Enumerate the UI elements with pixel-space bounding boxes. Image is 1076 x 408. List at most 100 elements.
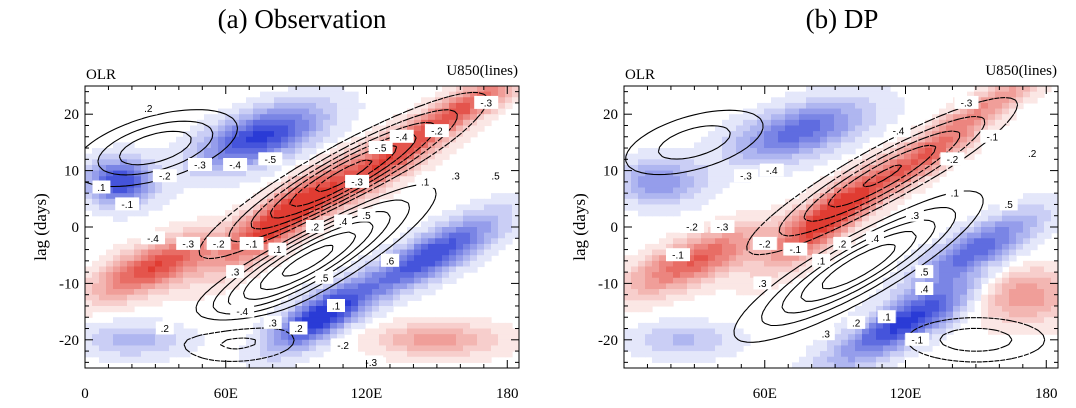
olr-cell bbox=[631, 305, 639, 313]
olr-cell bbox=[148, 148, 156, 155]
olr-cell bbox=[743, 289, 751, 296]
olr-cell bbox=[890, 102, 898, 110]
olr-cell bbox=[127, 176, 135, 183]
olr-cell bbox=[435, 283, 443, 290]
olr-cell bbox=[848, 131, 856, 138]
olr-cell bbox=[477, 91, 485, 98]
olr-cell bbox=[820, 198, 828, 206]
olr-cell bbox=[477, 86, 485, 93]
olr-cell bbox=[904, 328, 912, 335]
olr-cell bbox=[967, 260, 975, 268]
olr-cell bbox=[456, 142, 464, 149]
olr-cell bbox=[659, 339, 667, 347]
olr-cell bbox=[932, 272, 940, 279]
olr-cell bbox=[162, 351, 170, 358]
olr-cell bbox=[631, 283, 639, 290]
olr-cell bbox=[799, 255, 807, 262]
olr-cell bbox=[939, 164, 947, 172]
olr-cell bbox=[890, 164, 898, 172]
olr-cell bbox=[428, 272, 436, 279]
olr-cell bbox=[316, 142, 324, 149]
olr-cell bbox=[890, 198, 898, 206]
olr-cell bbox=[316, 311, 324, 318]
olr-cell bbox=[197, 255, 205, 262]
olr-cell bbox=[1023, 198, 1031, 206]
olr-cell bbox=[890, 334, 898, 341]
olr-cell bbox=[1009, 221, 1017, 228]
olr-cell bbox=[407, 334, 415, 341]
olr-cell bbox=[792, 164, 800, 172]
olr-cell bbox=[911, 170, 919, 177]
olr-cell bbox=[736, 334, 744, 341]
olr-cell bbox=[687, 204, 695, 211]
olr-cell bbox=[92, 283, 100, 290]
olr-cell bbox=[176, 322, 184, 330]
olr-cell bbox=[498, 193, 506, 200]
olr-cell bbox=[351, 210, 359, 217]
olr-cell bbox=[799, 193, 807, 200]
olr-cell bbox=[645, 255, 653, 262]
olr-cell bbox=[141, 266, 149, 273]
olr-cell bbox=[806, 210, 814, 217]
olr-cell bbox=[806, 187, 814, 194]
olr-cell bbox=[358, 300, 366, 307]
olr-cell bbox=[904, 300, 912, 307]
olr-cell bbox=[288, 334, 296, 341]
contour-label-box bbox=[206, 236, 231, 250]
olr-cell bbox=[330, 277, 338, 284]
olr-cell bbox=[176, 181, 184, 189]
olr-cell bbox=[960, 221, 968, 228]
olr-cell bbox=[92, 351, 100, 358]
olr-cell bbox=[267, 136, 275, 143]
olr-cell bbox=[792, 97, 800, 104]
olr-cell bbox=[99, 328, 107, 335]
olr-cell bbox=[1037, 328, 1045, 335]
olr-cell bbox=[897, 289, 905, 296]
olr-cell bbox=[848, 125, 856, 132]
contour-label-box bbox=[115, 197, 140, 211]
olr-cell bbox=[477, 243, 485, 251]
olr-cell bbox=[92, 164, 100, 172]
olr-cell bbox=[820, 221, 828, 228]
olr-cell bbox=[946, 249, 954, 256]
y-tick-label: -20 bbox=[598, 333, 618, 349]
olr-cell bbox=[295, 356, 303, 363]
olr-cell bbox=[729, 170, 737, 177]
olr-cell bbox=[225, 108, 233, 115]
contour-label: -.2 bbox=[680, 220, 704, 234]
olr-cell bbox=[295, 351, 303, 358]
olr-cell bbox=[302, 114, 310, 121]
olr-cell bbox=[99, 159, 107, 166]
olr-cell bbox=[449, 91, 457, 98]
olr-cell bbox=[722, 272, 730, 279]
olr-cell bbox=[855, 131, 863, 138]
olr-cell bbox=[330, 114, 338, 121]
olr-cell bbox=[757, 102, 765, 110]
olr-cell bbox=[204, 266, 212, 273]
olr-cell bbox=[274, 255, 282, 262]
olr-cell bbox=[848, 148, 856, 155]
olr-cell bbox=[631, 204, 639, 211]
olr-cell bbox=[92, 159, 100, 166]
olr-cell bbox=[386, 193, 394, 200]
olr-cell bbox=[708, 238, 716, 245]
olr-cell bbox=[386, 176, 394, 183]
olr-cell bbox=[673, 317, 681, 324]
olr-cell bbox=[1044, 317, 1052, 324]
olr-cell bbox=[106, 266, 114, 273]
olr-cell bbox=[806, 266, 814, 273]
olr-cell bbox=[407, 148, 415, 155]
olr-cell bbox=[743, 277, 751, 284]
olr-cell bbox=[729, 277, 737, 284]
olr-cell bbox=[624, 181, 632, 189]
olr-cell bbox=[148, 300, 156, 307]
contour-label-text: -.3 bbox=[740, 172, 752, 183]
olr-cell bbox=[337, 97, 345, 104]
olr-cell bbox=[729, 232, 737, 239]
olr-cell bbox=[680, 238, 688, 245]
olr-cell bbox=[141, 272, 149, 279]
contour-label: -.1 bbox=[980, 129, 1005, 143]
olr-cell bbox=[897, 272, 905, 279]
olr-cell bbox=[85, 181, 93, 189]
olr-cell bbox=[862, 227, 870, 234]
